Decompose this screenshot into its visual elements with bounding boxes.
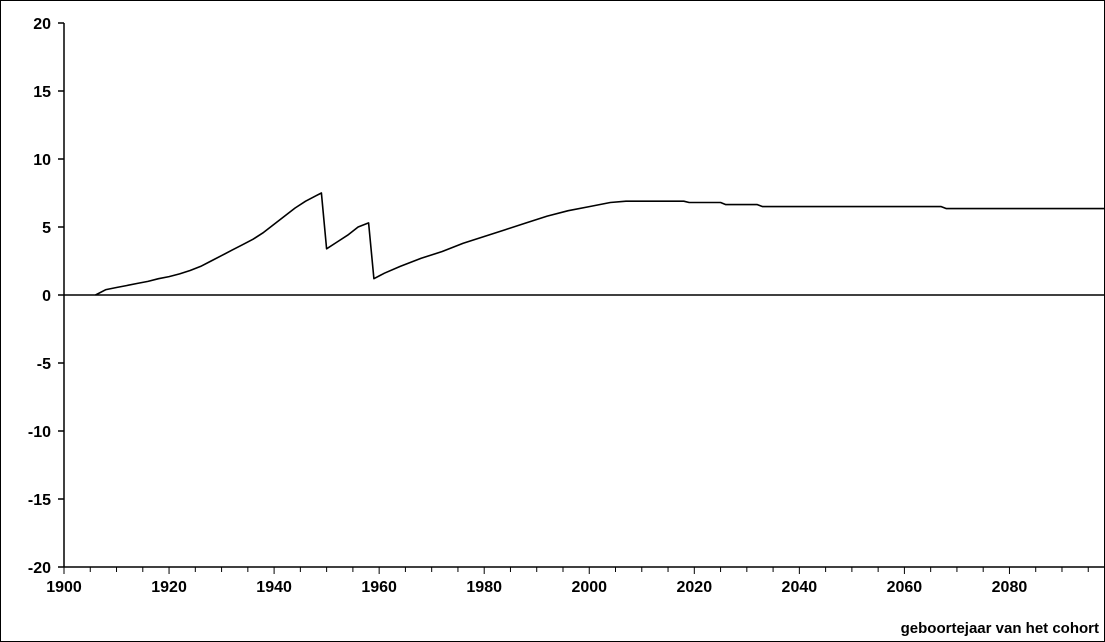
y-tick-label: 20 [33, 16, 51, 33]
axes [63, 23, 1104, 568]
y-tick-label: 5 [42, 220, 51, 237]
y-tick-label: 15 [33, 84, 51, 101]
x-tick-label: 1920 [151, 579, 187, 596]
tick-labels: 20 15 10 5 0 -5 -10 -15 -20 1900 1920 1940 1960 1980 2… [28, 16, 1027, 596]
ticks [58, 22, 1089, 574]
x-tick-label: 2020 [677, 579, 713, 596]
x-tick-label: 1900 [46, 579, 82, 596]
y-tick-label: -15 [28, 492, 51, 509]
y-tick-label: 10 [33, 152, 51, 169]
y-tick-label: 0 [42, 288, 51, 305]
x-tick-label: 2040 [782, 579, 818, 596]
x-tick-label: 2060 [887, 579, 923, 596]
series-layer [95, 192, 1104, 296]
series-line [95, 192, 1104, 296]
x-tick-label: 2080 [992, 579, 1028, 596]
x-tick-label: 1940 [256, 579, 292, 596]
x-axis-title: geboortejaar van het cohort [901, 620, 1099, 637]
y-tick-label: -20 [28, 560, 51, 577]
y-tick-label: -10 [28, 424, 51, 441]
y-tick-label: -5 [37, 356, 51, 373]
x-tick-label: 1960 [361, 579, 397, 596]
x-tick-label: 1980 [466, 579, 502, 596]
x-tick-label: 2000 [571, 579, 607, 596]
